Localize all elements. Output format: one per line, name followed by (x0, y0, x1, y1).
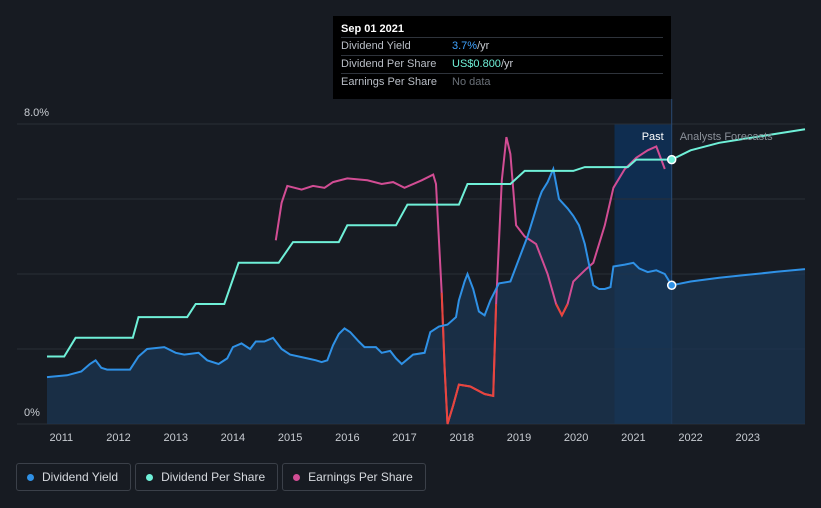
x-axis-ticks: 2011 2012 2013 2014 2015 2016 2017 2018 2019 2020… (49, 432, 760, 444)
dividend-yield-line (46, 165, 806, 379)
chart-legend: Dividend Yield Dividend Per Share Earnin… (16, 463, 426, 491)
tooltip-label: Dividend Per Share (341, 58, 437, 70)
legend-label: Dividend Yield (42, 470, 119, 484)
tooltip-label: Dividend Yield (341, 40, 411, 52)
legend-dot-icon (146, 473, 154, 481)
x-tick-label: 2017 (392, 432, 416, 444)
legend-label: Dividend Per Share (161, 470, 266, 484)
tooltip-suffix: /yr (477, 40, 490, 52)
tooltip-label: Earnings Per Share (341, 76, 437, 88)
chart-tooltip: Sep 01 2021 Dividend Yield 3.7% /yr Divi… (333, 16, 671, 99)
past-label: Past (642, 131, 664, 143)
x-tick-label: 2013 (163, 432, 187, 444)
tooltip-date: Sep 01 2021 (341, 23, 404, 35)
dividend-yield-area (47, 169, 805, 424)
y-tick-label: 8.0% (24, 107, 49, 119)
x-tick-label: 2021 (621, 432, 645, 444)
tooltip-value: US$0.800 (452, 58, 501, 70)
x-tick-label: 2014 (221, 432, 245, 444)
tooltip-suffix: /yr (500, 58, 514, 70)
x-tick-label: 2022 (678, 432, 702, 444)
earnings-per-share-low-segment (440, 292, 498, 425)
earnings-per-share-low-segment (555, 303, 569, 318)
analysts-forecasts-label: Analysts Forecasts (680, 131, 773, 143)
legend-item-dividend-yield[interactable]: Dividend Yield (16, 463, 132, 491)
x-tick-label: 2015 (278, 432, 302, 444)
x-tick-label: 2016 (335, 432, 359, 444)
legend-label: Earnings Per Share (308, 470, 413, 484)
tooltip-row-earnings-per-share: Earnings Per Share No data (341, 73, 663, 91)
legend-item-earnings-per-share[interactable]: Earnings Per Share (282, 463, 426, 491)
tooltip-row-dividend-per-share: Dividend Per Share US$0.800 /yr (341, 55, 663, 73)
tooltip-markers (666, 154, 677, 290)
tooltip-row-dividend-yield: Dividend Yield 3.7% /yr (341, 37, 663, 55)
tooltip-value: No data (452, 76, 491, 88)
x-tick-label: 2023 (736, 432, 760, 444)
x-tick-label: 2011 (49, 432, 73, 444)
dividend-yield-marker (666, 280, 677, 290)
y-axis-ticks: 8.0% 0% (24, 107, 49, 419)
x-tick-label: 2012 (106, 432, 130, 444)
y-tick-label: 0% (24, 407, 40, 419)
x-tick-label: 2018 (450, 432, 474, 444)
tooltip-value: 3.7% (452, 40, 478, 52)
legend-dot-icon (293, 473, 301, 481)
dividend-per-share-marker (666, 154, 677, 165)
x-tick-label: 2019 (507, 432, 531, 444)
legend-dot-icon (27, 473, 34, 481)
legend-item-dividend-per-share[interactable]: Dividend Per Share (135, 463, 279, 491)
x-tick-label: 2020 (564, 432, 588, 444)
